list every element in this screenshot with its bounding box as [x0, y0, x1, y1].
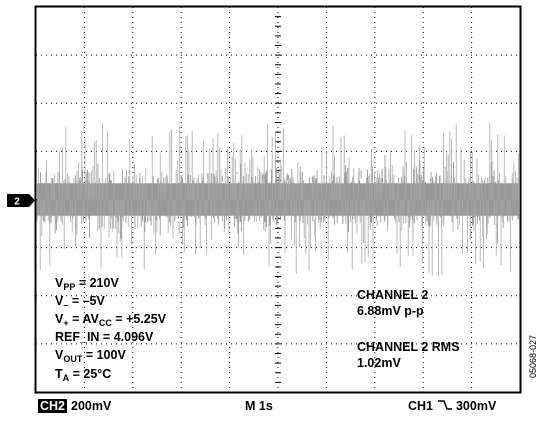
timebase-readout: M 1s — [245, 399, 273, 413]
ch1-label: CH1 — [408, 399, 434, 413]
measurement-rms-value: 1.02mV — [357, 356, 401, 370]
measurement-ch2-value: 6.88mV p-p — [357, 304, 424, 318]
setting-vminus: V– = –5V — [55, 294, 105, 310]
setting-vplus: V+ = AVCC = +5.25V — [55, 312, 167, 328]
measurement-rms-title: CHANNEL 2 RMS — [357, 340, 460, 354]
setting-vout: VOUT = 100V — [55, 348, 126, 364]
noise-spikes — [36, 122, 519, 276]
channel-marker-label: 2 — [14, 197, 20, 208]
plot-frame — [34, 5, 522, 394]
ch1-level: 300mV — [455, 399, 497, 413]
channel-marker: 2 — [7, 194, 35, 208]
falling-edge-icon — [437, 400, 452, 410]
ch2-box: CH2 — [38, 399, 68, 413]
noise-trace — [36, 122, 520, 276]
measurement-ch2-title: CHANNEL 2 — [357, 288, 429, 302]
setting-ta: TA = 25°C — [55, 367, 112, 383]
figure-id: 05068-027 — [528, 334, 538, 378]
ch2-scale-readout: CH2 200mV — [38, 399, 111, 413]
ch1-trigger-readout: CH1 300mV — [408, 399, 496, 413]
setting-vpp: VPP = 210V — [55, 276, 119, 292]
setting-refin: REF_IN = 4.096V — [55, 330, 154, 344]
ch2-scale: 200mV — [71, 399, 112, 413]
